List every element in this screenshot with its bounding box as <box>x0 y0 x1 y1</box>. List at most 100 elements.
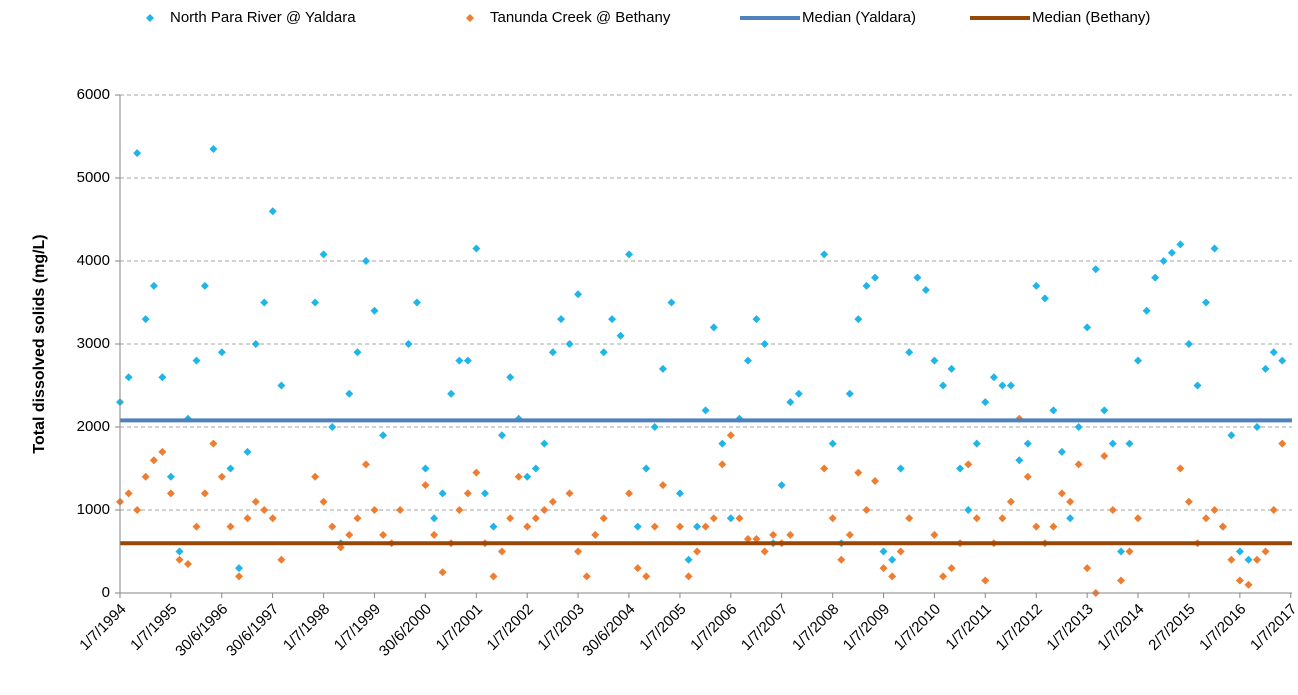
data-point <box>650 522 659 531</box>
data-point <box>455 506 464 514</box>
data-point <box>828 439 837 448</box>
data-point <box>718 460 727 469</box>
data-point <box>1117 576 1126 585</box>
data-point <box>370 306 379 315</box>
data-point <box>684 555 693 564</box>
data-point <box>845 389 854 398</box>
data-point <box>200 281 209 290</box>
data-point <box>336 543 345 552</box>
y-tick-label: 4000 <box>77 252 110 269</box>
data-point <box>837 555 846 564</box>
data-point <box>268 514 277 523</box>
data-point <box>497 547 506 556</box>
data-point <box>166 472 175 481</box>
data-point <box>311 472 320 481</box>
data-point <box>480 489 489 498</box>
data-point <box>243 447 252 456</box>
data-point <box>1057 489 1066 498</box>
x-tick-label: 30/6/2004 <box>579 601 638 660</box>
data-point <box>642 572 651 581</box>
data-point <box>1210 244 1219 253</box>
data-point <box>396 506 405 514</box>
x-tick-label: 1/7/2011 <box>942 601 995 654</box>
data-point <box>540 506 549 514</box>
data-point <box>896 547 905 556</box>
data-point <box>693 522 702 531</box>
data-point <box>1134 356 1143 365</box>
data-point <box>472 244 481 253</box>
data-point <box>124 489 133 498</box>
data-point <box>879 547 888 556</box>
data-point <box>1176 240 1185 249</box>
data-point <box>1244 580 1253 589</box>
data-point <box>235 564 244 573</box>
data-point <box>1278 356 1287 365</box>
data-point <box>319 250 328 259</box>
data-point <box>854 315 863 324</box>
y-tick-label: 3000 <box>77 335 110 352</box>
data-point <box>149 456 158 465</box>
y-tick-label: 5000 <box>77 169 110 186</box>
data-point <box>506 373 515 382</box>
data-point <box>328 423 337 431</box>
x-tick-label: 30/6/1996 <box>172 601 231 660</box>
data-point <box>1244 555 1253 564</box>
data-point <box>896 464 905 473</box>
data-point <box>345 530 354 539</box>
data-point <box>540 439 549 448</box>
data-point <box>786 398 795 407</box>
legend-label: Median (Bethany) <box>1032 9 1150 26</box>
data-point <box>192 356 201 365</box>
data-point <box>972 514 981 523</box>
legend-marker <box>466 14 474 22</box>
y-tick-label: 0 <box>102 584 110 601</box>
data-point <box>939 381 948 390</box>
data-point <box>361 460 370 469</box>
data-point <box>947 364 956 373</box>
data-point <box>828 514 837 523</box>
x-tick-label: 1/7/2014 <box>1094 601 1147 654</box>
data-point <box>149 281 158 290</box>
data-point <box>777 481 786 490</box>
data-point <box>430 514 439 523</box>
marks-layer <box>116 144 1292 597</box>
data-point <box>1049 522 1058 531</box>
data-point <box>141 315 150 324</box>
data-point <box>506 514 515 523</box>
data-point <box>709 323 718 332</box>
data-point <box>625 489 634 498</box>
data-point <box>921 286 930 295</box>
data-point <box>251 340 260 348</box>
data-point <box>175 555 184 564</box>
data-point <box>1142 306 1151 315</box>
data-point <box>574 290 583 299</box>
data-point <box>1100 406 1109 415</box>
data-point <box>888 572 897 581</box>
data-point <box>1023 439 1032 448</box>
data-point <box>158 447 167 456</box>
data-point <box>565 340 574 348</box>
data-point <box>497 431 506 440</box>
data-point <box>1151 273 1160 282</box>
x-tick-label: 1/7/1994 <box>76 601 129 654</box>
data-point <box>531 514 540 523</box>
data-point <box>124 373 133 382</box>
data-point <box>1049 406 1058 415</box>
data-point <box>328 522 337 531</box>
x-tick-label: 30/6/1997 <box>223 601 282 660</box>
data-point <box>608 315 617 324</box>
legend-marker <box>146 14 154 22</box>
data-point <box>1066 497 1075 506</box>
data-point <box>209 144 218 153</box>
data-point <box>726 514 735 523</box>
data-point <box>1134 514 1143 523</box>
data-point <box>1066 514 1075 523</box>
data-point <box>217 472 226 481</box>
data-point <box>956 464 965 473</box>
data-point <box>268 207 277 216</box>
data-point <box>939 572 948 581</box>
data-point <box>226 464 235 473</box>
data-point <box>277 381 286 390</box>
y-tick-label: 1000 <box>77 501 110 518</box>
data-point <box>379 431 388 440</box>
